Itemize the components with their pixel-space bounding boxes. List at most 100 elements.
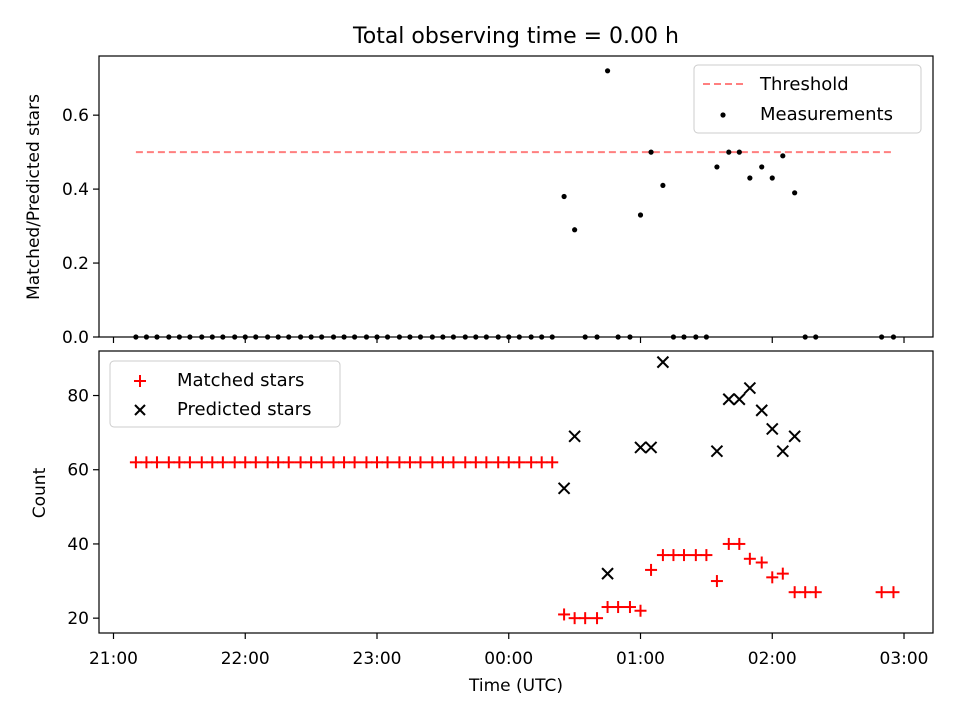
matched-star-point	[525, 456, 538, 469]
top-y-tick-label: 0.6	[62, 106, 89, 126]
matched-star-point	[776, 567, 789, 580]
top-y-axis-label: Matched/Predicted stars	[24, 94, 44, 300]
matched-star-point	[623, 601, 636, 614]
matched-star-point	[249, 456, 262, 469]
matched-star-point	[710, 575, 723, 588]
matched-star-point	[766, 571, 779, 584]
bottom-plot-frame	[98, 350, 934, 634]
matched-star-point	[733, 537, 746, 550]
measurement-point	[660, 182, 666, 189]
measurement-point	[604, 68, 611, 74]
matched-star-point	[426, 456, 439, 469]
bottom-legend-box	[109, 360, 341, 428]
chart-title: Total observing time = 0.00 h	[352, 24, 679, 49]
matched-star-point	[140, 456, 153, 469]
top-y-tick-label: 0.2	[62, 254, 89, 274]
top-legend-box	[693, 64, 922, 134]
legend-predicted-swatch	[134, 404, 146, 416]
bottom-y-tick-label: 60	[67, 461, 89, 481]
matched-star-point	[788, 586, 801, 599]
top-plot-frame	[98, 55, 934, 338]
matched-star-point	[656, 549, 669, 562]
matched-star-point	[667, 549, 680, 562]
predicted-star-point	[568, 430, 581, 443]
predicted-star-point	[722, 393, 735, 406]
matched-star-point	[591, 612, 604, 625]
counts-layer	[129, 355, 900, 625]
bottom-panel: 20 40 60 80 21:00 22:00 23:00 00:00 01:00 02:00 0…	[30, 350, 934, 696]
predicted-marker-b	[743, 381, 757, 395]
x-axis-label: Time (UTC)	[468, 676, 563, 696]
top-y-axis: 0.0 0.2 0.4 0.6	[62, 106, 99, 348]
matched-star-point	[315, 456, 328, 469]
bottom-y-tick-label: 80	[67, 387, 89, 407]
measurement-point	[759, 164, 765, 170]
matched-star-point	[513, 456, 526, 469]
measurement-point	[714, 164, 720, 170]
bottom-y-tick-label: 40	[67, 535, 89, 555]
measurement-point	[769, 175, 775, 181]
predicted-star-point	[656, 355, 670, 369]
matched-star-point	[360, 456, 373, 469]
measurement-point	[726, 149, 732, 155]
predicted-marker-b	[722, 393, 735, 406]
matched-star-point	[459, 456, 472, 469]
matched-star-point	[700, 549, 713, 562]
predicted-marker-b	[557, 482, 571, 495]
predicted-star-point	[776, 444, 790, 458]
matched-star-point	[305, 456, 318, 469]
matched-star-point	[645, 563, 658, 576]
predicted-star-point	[743, 381, 757, 395]
matched-star-point	[393, 456, 406, 469]
matched-star-point	[272, 456, 285, 469]
measurement-point	[792, 190, 798, 196]
predicted-marker-b	[710, 444, 724, 458]
matched-star-point	[799, 586, 812, 599]
top-y-tick-label: 0.0	[62, 328, 89, 348]
predicted-marker-b	[755, 404, 768, 417]
predicted-marker-b	[733, 393, 746, 406]
predicted-star-point	[733, 393, 746, 406]
bottom-y-axis-label: Count	[30, 467, 50, 518]
legend-matched-label: Matched stars	[177, 370, 304, 391]
matched-star-point	[282, 456, 295, 469]
x-tick-label: 02:00	[748, 649, 797, 669]
predicted-marker-b	[788, 430, 801, 443]
predicted-star-point	[557, 482, 571, 495]
matched-star-point	[414, 456, 427, 469]
measurement-point	[561, 193, 567, 200]
predicted-star-point	[755, 404, 768, 417]
predicted-star-point	[601, 567, 614, 580]
matched-star-point	[447, 456, 460, 469]
predicted-marker-b	[644, 441, 658, 454]
x-tick-label: 23:00	[353, 649, 402, 669]
matched-star-point	[228, 456, 241, 469]
matched-star-point	[579, 612, 592, 625]
legend-predicted-label: Predicted stars	[177, 399, 311, 420]
matched-star-point	[601, 601, 614, 614]
matched-star-point	[162, 456, 175, 469]
bottom-y-tick-label: 20	[67, 609, 89, 629]
matched-star-point	[568, 612, 581, 625]
bottom-y-axis: 20 40 60 80	[67, 387, 99, 629]
matched-star-point	[492, 456, 505, 469]
legend-measurements-label: Measurements	[760, 104, 893, 125]
legend-matched-swatch	[134, 375, 146, 387]
measurement-point	[747, 175, 753, 181]
matched-star-point	[558, 608, 571, 621]
measurement-point	[648, 149, 654, 155]
predicted-star-point	[788, 430, 801, 443]
matched-star-point	[195, 456, 208, 469]
x-tick-label: 03:00	[880, 649, 929, 669]
matched-star-point	[546, 456, 559, 469]
matched-star-point	[150, 456, 163, 469]
predicted-star-point	[644, 441, 658, 454]
matched-star-point	[743, 552, 756, 565]
predicted-marker-b	[656, 355, 670, 369]
legend-threshold-label: Threshold	[759, 74, 849, 95]
x-tick-label: 00:00	[484, 649, 533, 669]
matched-star-point	[887, 586, 900, 599]
matched-star-point	[381, 456, 394, 469]
matched-star-point	[129, 456, 142, 469]
